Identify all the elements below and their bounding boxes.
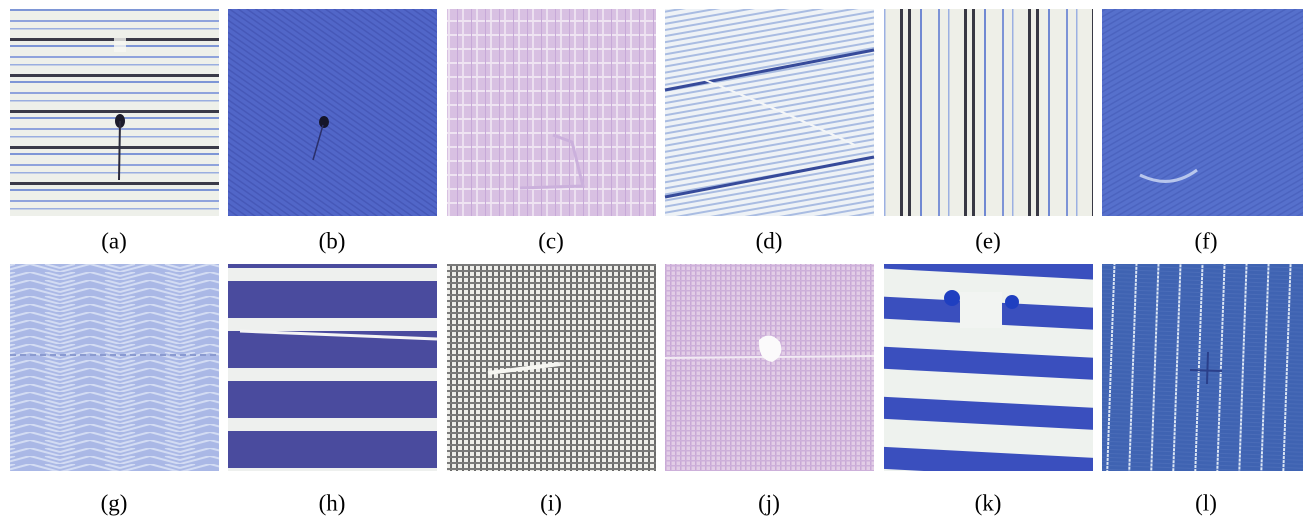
panel-label: (a) [101, 228, 127, 253]
fabric-image-b [228, 9, 437, 216]
row-1 [10, 9, 1303, 216]
fabric-image-e [884, 9, 1093, 216]
panel-label: (e) [975, 228, 1001, 253]
panel-label: (i) [540, 490, 562, 515]
fabric-image-i [447, 264, 656, 471]
fabric-image-h [228, 264, 437, 471]
panel-label: (c) [538, 228, 564, 253]
fabric-image-c [447, 9, 656, 216]
fabric-image-d [665, 9, 874, 216]
fabric-image-j [665, 264, 874, 471]
panel-label: (k) [975, 490, 1002, 515]
fabric-image-f [1102, 9, 1303, 216]
panel-label: (h) [319, 490, 346, 515]
fabric-image-k [884, 264, 1093, 471]
panel-label: (l) [1195, 490, 1217, 515]
panel-label: (d) [756, 228, 783, 253]
row-2 [10, 264, 1303, 471]
figure: (a) (b) (c) (d) (e) (f) (g) (h) (i) (j) … [0, 0, 1303, 519]
fabric-image-l [1102, 264, 1303, 471]
fabric-image-g [10, 264, 219, 471]
panel-label: (g) [101, 490, 128, 515]
panel-label: (b) [319, 228, 346, 253]
panel-label: (j) [758, 490, 780, 515]
fabric-image-a [10, 9, 219, 216]
panel-label: (f) [1195, 228, 1218, 253]
